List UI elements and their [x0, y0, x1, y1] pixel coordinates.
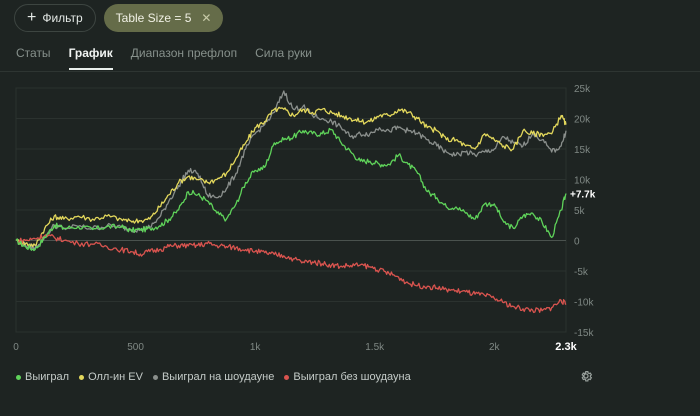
y-tick-label: -15k [574, 328, 594, 339]
tab-graph[interactable]: График [68, 46, 113, 70]
end-value-label: +7.7k [570, 190, 596, 201]
x-tick-label: 2k [489, 342, 501, 353]
plus-icon: + [27, 9, 37, 26]
legend-label: Олл-ин EV [88, 371, 143, 383]
legend-dot [79, 374, 85, 380]
tab-preflop-range[interactable]: Диапазон префлоп [130, 46, 238, 60]
winnings-chart: 25k 20k 15k 10k 5k 0 -5k -10k -15k 0 500 1k 1.5k 2k 2.… [13, 84, 596, 353]
y-tick-label: 15k [574, 145, 591, 156]
legend-label: Выиграл на шоудауне [161, 371, 275, 383]
legend-item-won-no-showdown[interactable]: Выиграл без шоудауна [284, 371, 411, 383]
toolbar: + Фильтр Table Size = 5 ✕ [14, 4, 224, 32]
legend-dot [284, 374, 290, 380]
tab-divider [0, 71, 700, 72]
legend-label: Выиграл [25, 371, 70, 383]
series-allin-ev-line [15, 106, 567, 248]
table-size-label: Table Size = 5 [115, 11, 192, 25]
series-won-showdown-line [15, 90, 567, 251]
legend-dot [152, 374, 158, 380]
x-tick-label: 1k [250, 342, 262, 353]
legend-item-won[interactable]: Выиграл [16, 371, 69, 383]
x-tick-label: 1.5k [365, 342, 385, 353]
legend-item-allin-ev[interactable]: Олл-ин EV [79, 371, 143, 383]
close-icon[interactable]: ✕ [201, 11, 212, 25]
y-tick-label: 0 [574, 237, 580, 248]
y-tick-label: -5k [574, 267, 589, 278]
y-tick-label: -10k [574, 298, 594, 309]
tab-hand-strength[interactable]: Сила руки [255, 46, 312, 60]
legend-label: Выиграл без шоудауна [293, 371, 411, 383]
legend-dot [16, 374, 21, 380]
series-won-line [15, 127, 567, 252]
y-tick-label: 5k [574, 206, 586, 217]
x-tick-label: 500 [127, 342, 144, 353]
x-tick-label: 0 [13, 342, 19, 353]
x-current-label: 2.3k [555, 341, 577, 353]
y-tick-label: 25k [574, 84, 591, 95]
filter-label: Фильтр [42, 11, 83, 25]
legend-item-won-showdown[interactable]: Выиграл на шоудауне [152, 371, 275, 383]
y-tick-label: 20k [574, 115, 591, 126]
filter-button[interactable]: + Фильтр [14, 4, 96, 32]
series-won-no-showdown-line [15, 233, 567, 314]
y-tick-label: 10k [574, 176, 591, 187]
chart-legend: Выиграл Олл-ин EV Выиграл на шоудауне Вы… [16, 371, 411, 383]
gear-icon[interactable] [579, 369, 593, 383]
tab-stats[interactable]: Статы [16, 46, 51, 60]
table-size-filter-chip[interactable]: Table Size = 5 ✕ [103, 4, 224, 32]
tab-bar: Статы График Диапазон префлоп Сила руки [16, 46, 312, 70]
